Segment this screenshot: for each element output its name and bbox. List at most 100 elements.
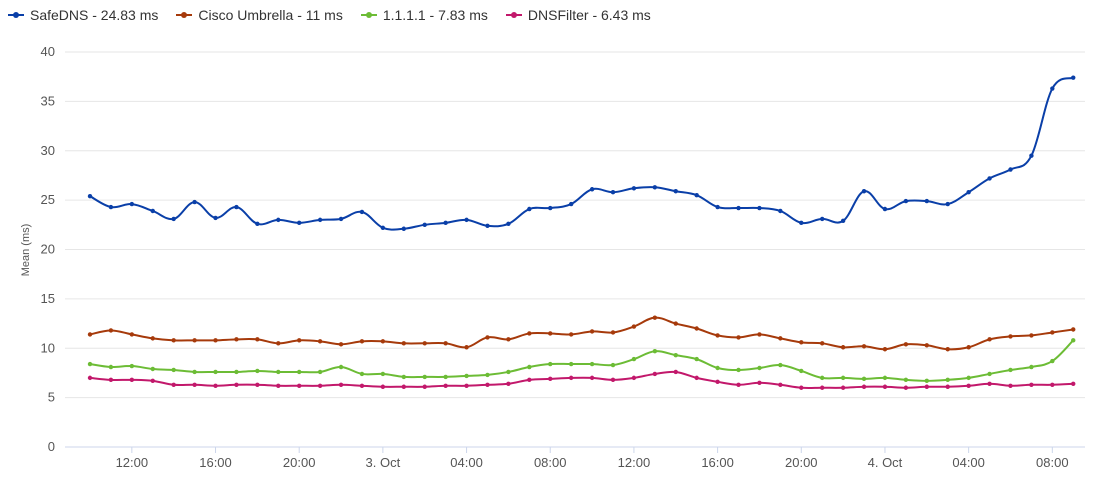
data-point[interactable]: [652, 185, 658, 190]
data-point[interactable]: [171, 382, 176, 387]
legend-item-cloudflare[interactable]: 1.1.1.1 - 7.83 ms: [360, 6, 488, 24]
data-point[interactable]: [966, 375, 971, 381]
data-point[interactable]: [87, 361, 93, 367]
data-point[interactable]: [150, 378, 155, 384]
data-point[interactable]: [924, 384, 929, 389]
data-point[interactable]: [1029, 333, 1034, 338]
data-point[interactable]: [1029, 153, 1034, 158]
data-point[interactable]: [652, 349, 658, 354]
data-point[interactable]: [234, 204, 239, 210]
data-point[interactable]: [380, 371, 386, 377]
data-point[interactable]: [506, 369, 511, 375]
data-point[interactable]: [506, 381, 511, 386]
data-point[interactable]: [276, 217, 281, 223]
data-point[interactable]: [568, 361, 574, 367]
data-point[interactable]: [1008, 383, 1013, 388]
data-point[interactable]: [987, 337, 992, 342]
data-point[interactable]: [297, 338, 302, 343]
data-point[interactable]: [589, 187, 595, 192]
data-point[interactable]: [527, 331, 532, 336]
data-point[interactable]: [924, 198, 929, 204]
data-point[interactable]: [589, 329, 595, 334]
data-point[interactable]: [108, 204, 114, 210]
data-point[interactable]: [757, 380, 762, 386]
data-point[interactable]: [506, 221, 511, 227]
data-point[interactable]: [108, 364, 114, 370]
data-point[interactable]: [861, 376, 867, 382]
data-point[interactable]: [673, 352, 678, 358]
data-point[interactable]: [485, 335, 490, 340]
data-point[interactable]: [840, 218, 846, 224]
data-point[interactable]: [485, 223, 490, 228]
data-point[interactable]: [652, 315, 658, 320]
data-point[interactable]: [129, 363, 135, 369]
data-point[interactable]: [610, 190, 616, 195]
data-point[interactable]: [736, 205, 741, 211]
data-point[interactable]: [799, 385, 804, 390]
data-point[interactable]: [1050, 358, 1055, 364]
data-point[interactable]: [380, 225, 386, 230]
data-point[interactable]: [171, 367, 176, 373]
data-point[interactable]: [861, 189, 867, 194]
data-point[interactable]: [443, 220, 448, 226]
data-point[interactable]: [485, 372, 490, 378]
data-point[interactable]: [338, 216, 344, 222]
data-point[interactable]: [464, 383, 469, 388]
data-point[interactable]: [338, 382, 344, 387]
data-point[interactable]: [548, 205, 553, 211]
data-point[interactable]: [945, 377, 950, 383]
data-point[interactable]: [443, 341, 448, 346]
data-point[interactable]: [882, 375, 888, 381]
data-point[interactable]: [129, 377, 135, 383]
data-point[interactable]: [652, 371, 658, 377]
data-point[interactable]: [380, 384, 386, 389]
data-point[interactable]: [568, 332, 574, 337]
data-point[interactable]: [464, 345, 469, 350]
data-point[interactable]: [359, 371, 365, 377]
data-point[interactable]: [443, 374, 448, 380]
data-point[interactable]: [945, 384, 950, 389]
data-point[interactable]: [87, 332, 93, 337]
data-point[interactable]: [610, 362, 616, 368]
data-point[interactable]: [778, 336, 783, 341]
data-point[interactable]: [1071, 338, 1076, 343]
data-point[interactable]: [903, 377, 909, 383]
data-point[interactable]: [464, 217, 469, 223]
data-point[interactable]: [213, 338, 218, 343]
data-point[interactable]: [945, 347, 950, 352]
data-point[interactable]: [192, 369, 197, 375]
data-point[interactable]: [150, 208, 155, 214]
data-point[interactable]: [820, 375, 825, 381]
data-point[interactable]: [610, 330, 616, 335]
data-point[interactable]: [903, 198, 909, 204]
data-point[interactable]: [359, 383, 365, 388]
data-point[interactable]: [715, 365, 720, 371]
data-point[interactable]: [1008, 167, 1013, 172]
data-point[interactable]: [1071, 381, 1076, 386]
data-point[interactable]: [799, 368, 804, 374]
data-point[interactable]: [1050, 86, 1055, 91]
data-point[interactable]: [527, 206, 532, 212]
data-point[interactable]: [527, 377, 532, 383]
data-point[interactable]: [778, 208, 783, 214]
data-point[interactable]: [234, 369, 239, 375]
data-point[interactable]: [1029, 382, 1034, 387]
data-point[interactable]: [1029, 364, 1034, 370]
data-point[interactable]: [924, 378, 929, 384]
data-point[interactable]: [757, 205, 762, 211]
data-point[interactable]: [317, 339, 323, 344]
data-point[interactable]: [87, 375, 93, 381]
data-point[interactable]: [276, 383, 281, 388]
data-point[interactable]: [840, 375, 846, 381]
data-point[interactable]: [778, 382, 783, 387]
legend-item-cisco-umbrella[interactable]: Cisco Umbrella - 11 ms: [176, 6, 343, 24]
data-point[interactable]: [192, 382, 197, 387]
data-point[interactable]: [548, 331, 553, 336]
data-point[interactable]: [129, 332, 135, 337]
data-point[interactable]: [694, 375, 699, 381]
data-point[interactable]: [150, 366, 155, 372]
data-point[interactable]: [882, 384, 888, 389]
data-point[interactable]: [631, 375, 637, 381]
data-point[interactable]: [297, 369, 302, 375]
data-point[interactable]: [903, 342, 909, 347]
